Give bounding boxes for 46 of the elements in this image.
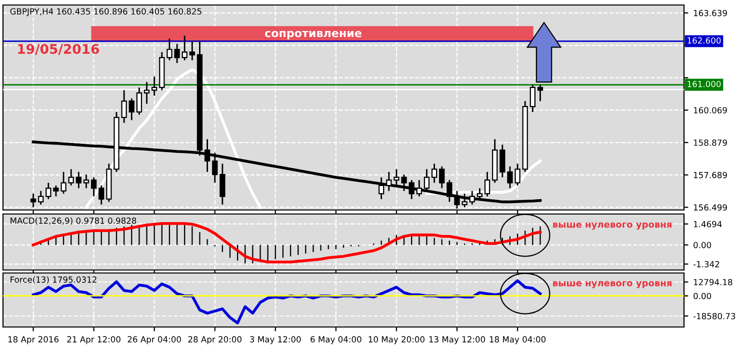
candlestick [500, 144, 506, 178]
chart-title: MACD(12,26,9) 0.9781 0.9828 [10, 217, 136, 225]
y-tick-label: 158.879 [694, 139, 727, 146]
chart-title: Force(13) 1795.0312 [10, 276, 96, 284]
candlestick [408, 179, 414, 200]
y-tick-label: -18580.73 [693, 312, 736, 320]
y-tick-label: 0.00 [694, 292, 712, 300]
ref-line-label: 162.600 [688, 37, 721, 44]
x-tick-label: 3 May 12:00 [250, 336, 301, 344]
candlestick [76, 171, 82, 189]
candlestick [439, 166, 445, 189]
candlestick [212, 152, 218, 184]
y-tick-label: 157.689 [694, 172, 727, 178]
candlestick [416, 179, 422, 198]
ref-line-label: 161.000 [688, 80, 721, 88]
candlestick [128, 98, 134, 121]
x-tick-label: 13 May 12:00 [429, 336, 486, 344]
candlestick [220, 163, 226, 206]
band-label: сопротивление [265, 30, 362, 40]
x-tick-label: 21 Apr 12:00 [67, 336, 120, 344]
x-tick-label: 18 May 04:00 [490, 336, 546, 344]
x-tick-label: 18 Apr 2016 [8, 336, 59, 344]
y-tick-label: -1.342 [693, 261, 720, 268]
x-tick-label: 28 Apr 20:00 [188, 336, 242, 344]
candlestick [378, 176, 384, 200]
candlestick [98, 184, 104, 206]
y-tick-label: 0.00 [694, 242, 712, 248]
text: выше нулевого уровня [553, 281, 672, 288]
annotation: 19/05/2016 [18, 44, 99, 55]
candlestick [90, 176, 97, 198]
y-tick-label: 12794.18 [694, 278, 732, 286]
y-tick-label: 156.499 [694, 204, 727, 211]
candlestick [189, 40, 195, 61]
x-tick-label: 10 May 20:00 [368, 336, 424, 344]
y-tick-label: 1.4694 [694, 220, 722, 228]
candlestick [537, 84, 544, 102]
x-tick-label: 26 Apr 04:00 [128, 336, 181, 344]
y-tick-label: 163.639 [694, 10, 727, 16]
chart-title: GBPJPY,H4 160.435 160.896 160.405 160.825 [10, 8, 202, 16]
text: выше нулевого уровня [553, 222, 672, 230]
y-tick-label: 160.069 [694, 107, 727, 114]
x-tick-label: 6 May 04:00 [310, 336, 362, 344]
candlestick [476, 188, 483, 200]
candlestick [38, 190, 44, 206]
candlestick [46, 182, 52, 200]
candlestick [30, 192, 36, 208]
